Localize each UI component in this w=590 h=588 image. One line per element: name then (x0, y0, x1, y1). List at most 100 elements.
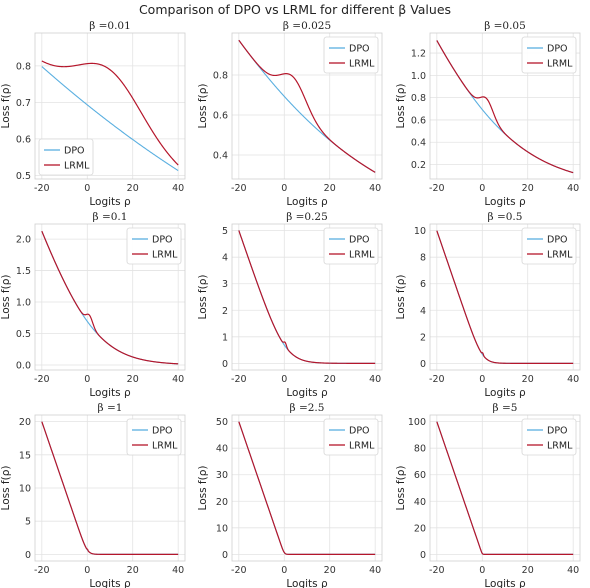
legend-label: LRML (349, 250, 375, 261)
subplot-title: β =5 (493, 402, 518, 414)
legend-box (323, 227, 379, 265)
series-line-lrml (436, 421, 574, 555)
x-tick-label: 40 (172, 374, 184, 385)
x-tick-label: 20 (324, 374, 336, 385)
subplot-title: β =0.25 (286, 211, 328, 223)
y-tick-label: 1.0 (411, 71, 426, 82)
legend-label: DPO (547, 426, 568, 437)
y-tick-label: 0.8 (16, 61, 31, 72)
y-tick-label: 80 (414, 444, 426, 455)
y-tick-label: 8 (420, 253, 426, 264)
y-tick-label: 0.6 (411, 115, 426, 126)
series-line-dpo (41, 66, 179, 172)
y-tick-label: 10 (414, 226, 426, 237)
legend-label: DPO (64, 146, 85, 157)
x-axis-label: Logits ρ (286, 387, 328, 399)
x-axis-label: Logits ρ (286, 578, 328, 588)
legend-label: LRML (547, 59, 573, 70)
x-tick-label: -20 (429, 374, 445, 385)
y-tick-label: 5 (25, 517, 31, 528)
x-tick-label: 20 (324, 565, 336, 576)
y-tick-label: 0 (420, 550, 426, 561)
x-tick-label: 0 (479, 374, 485, 385)
y-axis-label: Loss f(ρ) (197, 84, 209, 129)
subplot-title: β =2.5 (290, 402, 325, 414)
legend: DPO LRML (323, 418, 379, 456)
legend-label: LRML (547, 441, 573, 452)
y-tick-label: 2 (222, 306, 228, 317)
legend-label: LRML (547, 250, 573, 261)
y-tick-label: 100 (408, 417, 426, 428)
x-tick-label: 40 (172, 183, 184, 194)
x-tick-label: 20 (127, 374, 139, 385)
legend: DPO LRML (126, 227, 182, 265)
x-tick-label: 20 (324, 183, 336, 194)
x-tick-label: 40 (369, 565, 381, 576)
x-tick-label: 0 (479, 183, 485, 194)
x-tick-label: -20 (231, 183, 247, 194)
legend-box (126, 227, 182, 265)
plot-frame (429, 32, 581, 180)
y-tick-label: 0.0 (16, 360, 31, 371)
legend-label: LRML (152, 250, 178, 261)
legend-box (323, 36, 379, 74)
legend-box (126, 418, 182, 456)
y-tick-label: 0.8 (213, 71, 228, 82)
y-tick-label: 0.4 (213, 151, 228, 162)
legend: DPO LRML (521, 227, 577, 265)
legend-box (521, 227, 577, 265)
y-tick-label: 20 (19, 417, 31, 428)
x-tick-label: -20 (34, 374, 50, 385)
y-tick-label: 15 (19, 450, 31, 461)
y-tick-label: 10 (216, 523, 228, 534)
x-tick-label: 40 (369, 183, 381, 194)
subplot-title: β =0.05 (484, 20, 526, 32)
x-tick-label: 0 (281, 374, 287, 385)
x-axis-label: Logits ρ (89, 196, 131, 208)
x-axis-label: Logits ρ (89, 578, 131, 588)
series-line-lrml (436, 230, 574, 364)
subplot-3: -20 0 20 40 0.2 0.4 0.6 0.8 1.0 1.2 Logits ρ Loss f… (395, 20, 581, 208)
subplot-title: β =0.01 (89, 20, 131, 32)
y-tick-label: 4 (222, 253, 228, 264)
y-tick-label: 0.5 (16, 329, 31, 340)
y-axis-label: Loss f(ρ) (0, 84, 12, 129)
y-tick-label: 6 (420, 279, 426, 290)
y-tick-label: 5 (222, 226, 228, 237)
y-tick-label: 20 (414, 523, 426, 534)
y-axis-label: Loss f(ρ) (395, 466, 407, 511)
legend-label: LRML (152, 441, 178, 452)
x-tick-label: 40 (567, 565, 579, 576)
y-tick-label: 50 (216, 417, 228, 428)
subplot-title: β =0.025 (283, 20, 331, 32)
series-line-lrml (238, 421, 376, 555)
y-tick-label: 2 (420, 332, 426, 343)
legend-box (323, 418, 379, 456)
series-line-lrml (238, 230, 376, 364)
plot-frame (429, 223, 581, 371)
x-tick-label: 40 (567, 374, 579, 385)
plot-frame (34, 414, 186, 562)
legend: DPO LRML (126, 418, 182, 456)
legend-box (521, 36, 577, 74)
legend: DPO LRML (323, 227, 379, 265)
legend-label: DPO (349, 44, 370, 55)
y-tick-label: 2.0 (16, 235, 31, 246)
y-axis-label: Loss f(ρ) (197, 466, 209, 511)
legend: DPO LRML (323, 36, 379, 74)
x-axis-label: Logits ρ (89, 387, 131, 399)
y-tick-label: 4 (420, 306, 426, 317)
y-tick-label: 60 (414, 470, 426, 481)
figure-title: Comparison of DPO vs LRML for different … (138, 2, 452, 17)
y-tick-label: 1.0 (16, 298, 31, 309)
legend-box (38, 138, 94, 176)
y-tick-label: 40 (414, 497, 426, 508)
y-axis-label: Loss f(ρ) (395, 84, 407, 129)
legend-label: DPO (152, 426, 173, 437)
y-axis-label: Loss f(ρ) (0, 466, 12, 511)
x-axis-label: Logits ρ (286, 196, 328, 208)
y-tick-label: 3 (222, 279, 228, 290)
y-tick-label: 1.5 (16, 266, 31, 277)
